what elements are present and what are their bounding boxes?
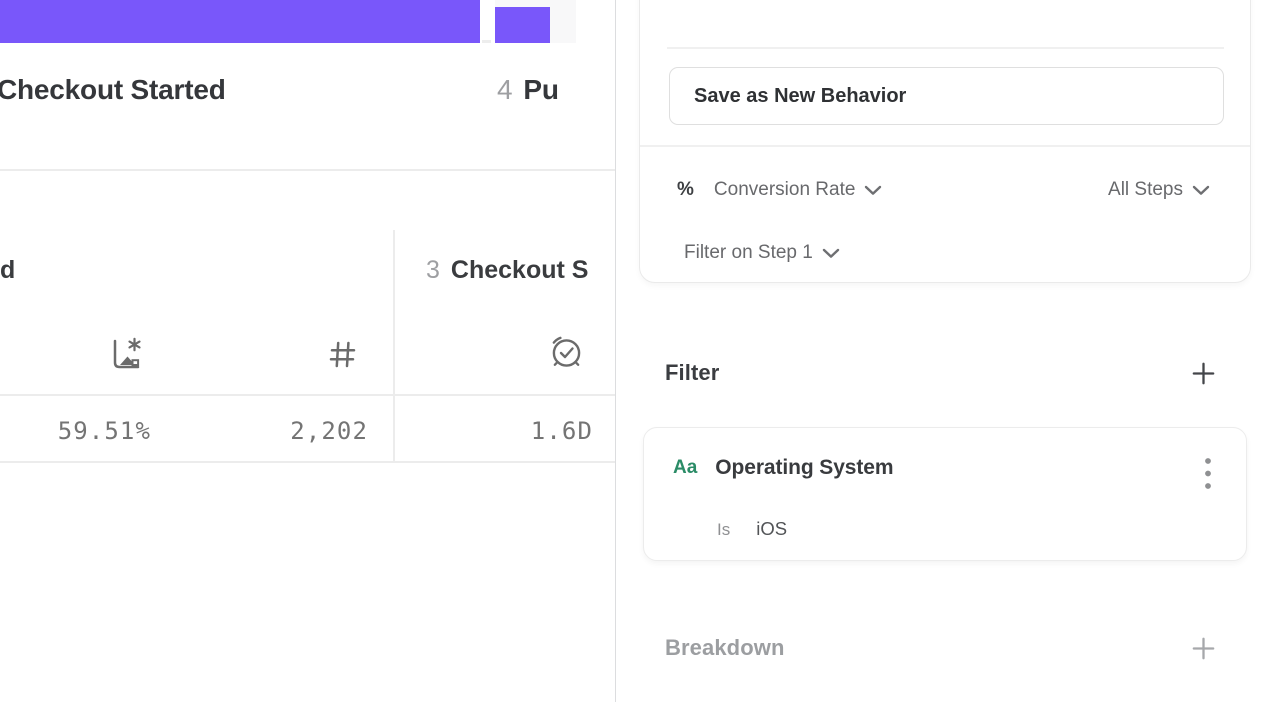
funnel-step-labels: Checkout Started 4 Pu: [0, 72, 616, 108]
filter-property-name: Operating System: [715, 456, 894, 479]
conversion-rate-value: 59.51%: [57, 417, 151, 445]
add-breakdown-button[interactable]: [1192, 637, 1215, 660]
measurement-card: Save as New Behavior % Conversion Rate A…: [639, 0, 1251, 283]
table-bottom-divider: [0, 461, 616, 463]
filter-operator[interactable]: Is: [717, 520, 731, 539]
step-4-name: Pu: [523, 74, 559, 105]
funnel-bar-step-4[interactable]: [495, 7, 550, 43]
chevron-down-icon[interactable]: [822, 248, 840, 259]
count-value: 2,202: [290, 417, 368, 445]
table-top-divider: [0, 169, 616, 171]
step-3-header-name: Checkout S: [450, 256, 589, 284]
filter-card-operating-system[interactable]: Aa Operating System Is iOS: [643, 427, 1247, 561]
filter-on-step-dropdown[interactable]: Filter on Step 1: [684, 242, 813, 263]
funnel-bar-step-4-background: [495, 0, 576, 43]
avg-time-value: 1.6D: [530, 417, 593, 445]
filter-value[interactable]: iOS: [756, 518, 788, 539]
chevron-down-icon[interactable]: [1192, 185, 1210, 196]
breakdown-section-heading: Breakdown: [665, 635, 785, 660]
measurement-row: % Conversion Rate All Steps: [677, 166, 1210, 214]
percent-icon: %: [677, 179, 694, 200]
filter-card-header: Aa Operating System: [673, 454, 894, 482]
step-2-header-fragment: d: [0, 256, 16, 284]
funnel-bar-step-3[interactable]: [0, 0, 480, 43]
filter-section-heading: Filter: [665, 360, 720, 385]
add-filter-button[interactable]: [1192, 362, 1215, 385]
steps-scope-dropdown[interactable]: All Steps: [1108, 179, 1183, 200]
filter-card-condition: Is iOS: [717, 518, 787, 542]
funnel-chart-pane: Checkout Started 4 Pu d 3 Checkout S: [0, 0, 616, 702]
time-to-convert-icon: [548, 333, 585, 370]
card-section-divider: [640, 145, 1250, 147]
step-3-header: 3 Checkout S: [426, 254, 588, 287]
chevron-down-icon[interactable]: [864, 185, 882, 196]
table-step-headers: d 3 Checkout S: [0, 254, 616, 287]
conversion-rate-icon: [107, 336, 145, 374]
step-4-number: 4: [497, 74, 513, 105]
card-inset-divider: [667, 47, 1224, 49]
measurement-dropdown[interactable]: Conversion Rate: [713, 179, 856, 200]
step-3-label: Checkout Started: [0, 74, 226, 105]
count-icon: [327, 339, 358, 370]
funnel-bar-dropoff-sliver: [482, 40, 491, 43]
step-3-header-number: 3: [426, 256, 440, 284]
filter-scope-row: Filter on Step 1: [684, 233, 840, 273]
table-row-divider: [0, 394, 616, 396]
kebab-menu-icon[interactable]: [1196, 456, 1220, 492]
step-4-label: 4 Pu: [497, 72, 559, 108]
string-property-type-icon: Aa: [673, 457, 698, 478]
pane-divider: [615, 0, 617, 702]
inspector-panel: Save as New Behavior % Conversion Rate A…: [616, 0, 1270, 702]
table-column-divider: [393, 230, 395, 461]
save-as-new-behavior-button[interactable]: Save as New Behavior: [669, 67, 1224, 125]
